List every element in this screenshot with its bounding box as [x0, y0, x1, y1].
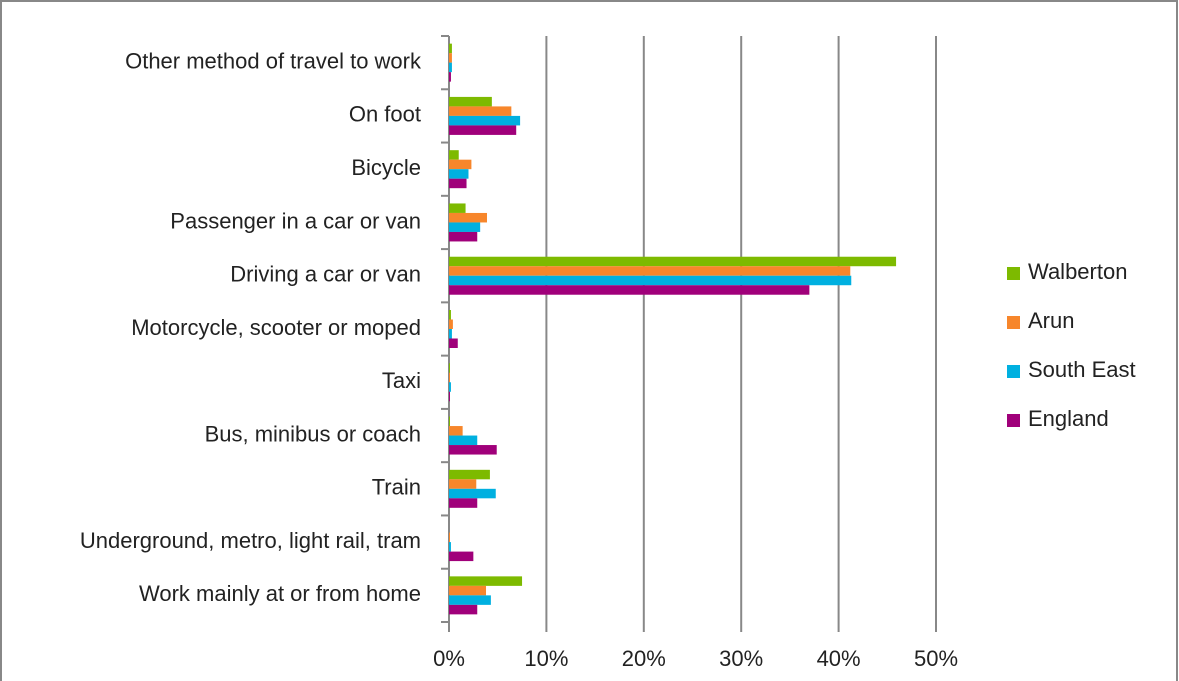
y-tick-label: Passenger in a car or van	[170, 208, 421, 233]
bar	[449, 479, 477, 489]
bar	[449, 43, 452, 54]
bar	[449, 62, 452, 73]
bar	[449, 532, 450, 543]
y-tick-label: Bicycle	[351, 155, 421, 180]
bar	[449, 329, 452, 339]
bar	[449, 498, 478, 508]
bar	[449, 178, 467, 189]
bar	[449, 319, 453, 329]
y-tick-label: Motorcycle, scooter or moped	[131, 315, 421, 340]
y-tick-label: Train	[372, 475, 421, 500]
bar	[449, 106, 512, 116]
bar	[449, 275, 852, 286]
bar	[449, 595, 491, 605]
legend-label: Arun	[1028, 308, 1074, 333]
y-tick-label: Other method of travel to work	[125, 48, 422, 73]
legend-swatch	[1007, 316, 1020, 329]
bar	[449, 231, 478, 242]
bar	[449, 435, 478, 446]
bar	[449, 256, 897, 267]
bar	[449, 96, 492, 107]
legend-swatch	[1007, 365, 1020, 378]
bar	[449, 150, 459, 160]
bar	[449, 382, 451, 392]
bar	[449, 222, 481, 232]
x-tick-label: 40%	[817, 646, 861, 671]
y-tick-label: Driving a car or van	[230, 262, 421, 287]
bar	[449, 488, 496, 499]
bar	[449, 416, 450, 427]
bar	[449, 585, 487, 596]
bar	[449, 426, 463, 436]
bar	[449, 159, 472, 170]
x-tick-label: 10%	[524, 646, 568, 671]
bar	[449, 53, 452, 63]
legend-label: England	[1028, 406, 1109, 431]
bar	[449, 604, 478, 615]
y-tick-label: Underground, metro, light rail, tram	[80, 528, 421, 553]
legend-swatch	[1007, 267, 1020, 280]
y-tick-label: On foot	[349, 102, 421, 127]
legend-label: South East	[1028, 357, 1136, 382]
bar	[449, 285, 810, 295]
y-tick-label: Bus, minibus or coach	[205, 421, 421, 446]
legend-label: Walberton	[1028, 259, 1127, 284]
bar	[449, 169, 469, 179]
bar	[449, 469, 490, 480]
bar	[449, 310, 451, 320]
bar	[449, 72, 451, 82]
bar	[449, 551, 474, 562]
x-tick-label: 20%	[622, 646, 666, 671]
bar	[449, 203, 466, 213]
bar	[449, 115, 521, 126]
bar	[449, 542, 451, 552]
bar	[449, 125, 517, 135]
bar	[449, 266, 851, 276]
x-tick-label: 0%	[433, 646, 465, 671]
bar	[449, 576, 523, 586]
x-tick-label: 30%	[719, 646, 763, 671]
bar	[449, 363, 450, 373]
bar	[449, 338, 458, 348]
x-tick-label: 50%	[914, 646, 958, 671]
bar	[449, 391, 450, 402]
bar	[449, 212, 487, 223]
bar	[449, 445, 497, 455]
y-tick-label: Taxi	[382, 368, 421, 393]
y-tick-label: Work mainly at or from home	[139, 581, 421, 606]
legend-swatch	[1007, 414, 1020, 427]
bar	[449, 372, 450, 383]
